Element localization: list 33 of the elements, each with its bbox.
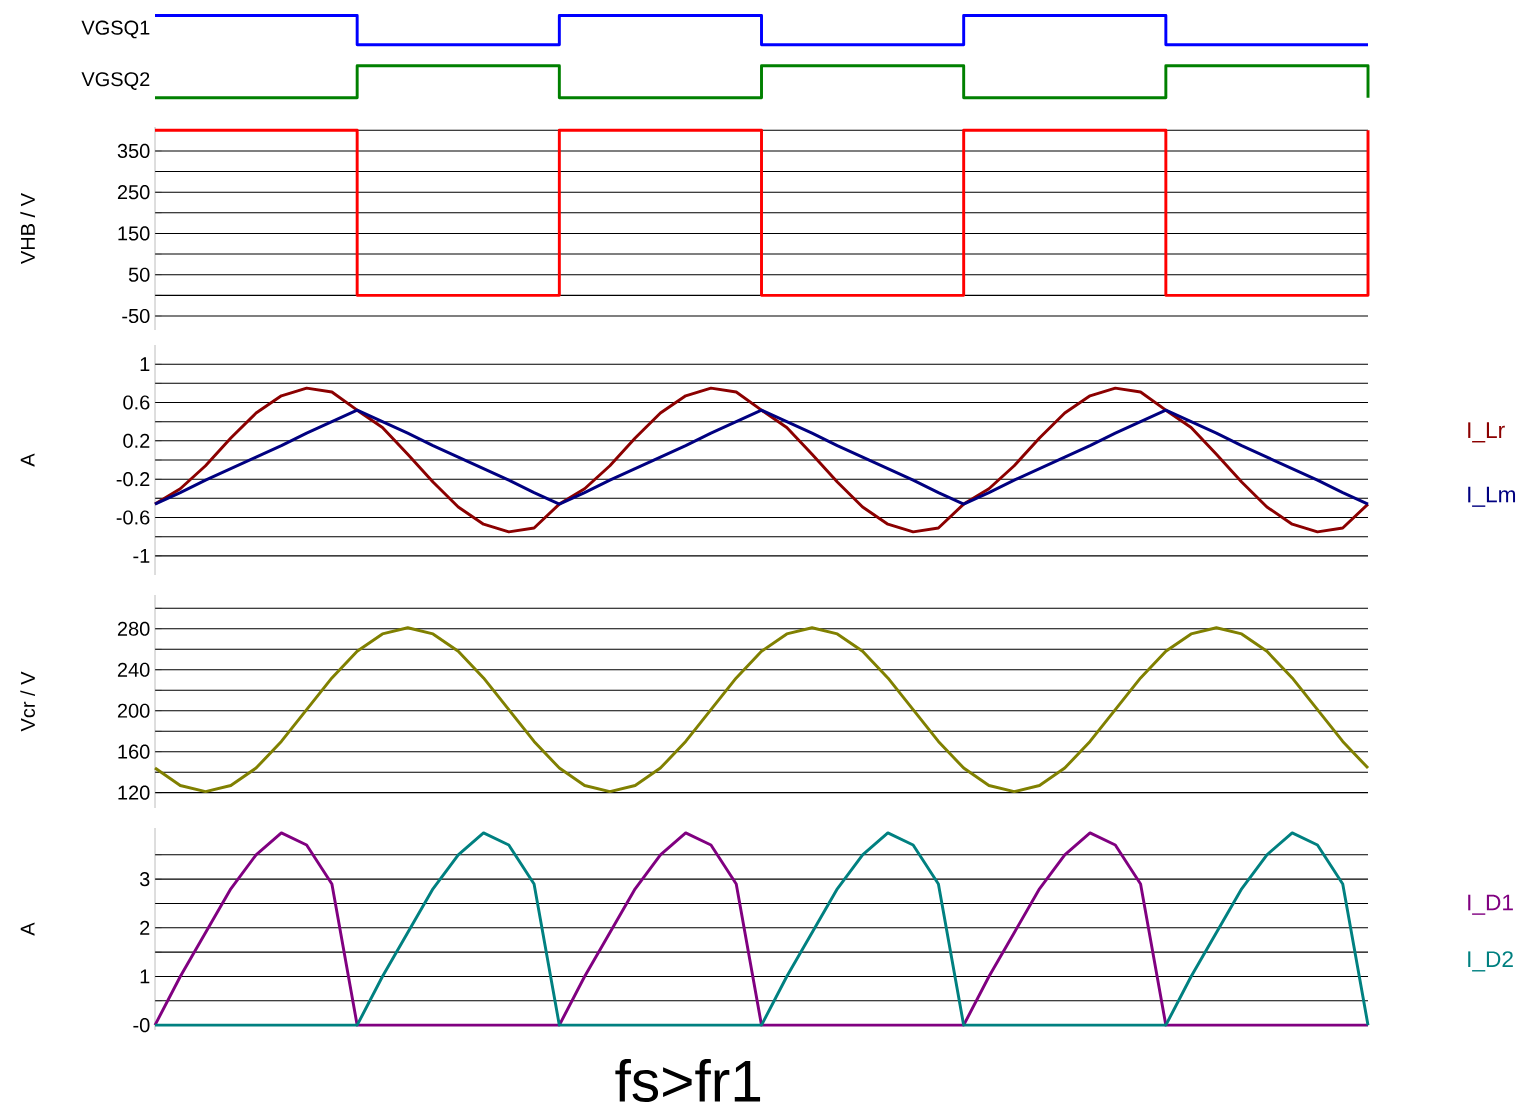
text: I_D1 [1468, 894, 1513, 915]
y-tick-label: -0.6 [116, 510, 150, 525]
y-tick-label: 280 [117, 621, 150, 636]
y-tick-label: 200 [117, 703, 150, 718]
text: I_Lm [1468, 486, 1516, 507]
y-tick-label: -50 [122, 308, 150, 324]
y-tick-label: 2 [140, 920, 150, 935]
line-series [153, 626, 1370, 794]
y-tick-label: 240 [117, 662, 150, 677]
text: I_D2 [1468, 951, 1513, 972]
y-axis-title: A [20, 922, 35, 936]
y-tick-label: 1 [140, 969, 150, 984]
y-axis-title: VGSQ1 [81, 20, 150, 39]
y-tick-label: -0.2 [116, 472, 150, 487]
y-tick-label: -1 [133, 548, 150, 563]
y-axis-title: A [20, 453, 35, 467]
line-series [153, 386, 1370, 534]
text: I_Lr [1468, 422, 1505, 443]
y-tick-label: 160 [118, 744, 150, 759]
y-axis-title: VGSQ2 [81, 72, 150, 90]
y-tick-label: 250 [117, 185, 150, 200]
y-axis-title: VHB / V [20, 193, 35, 264]
y-tick-label: 3 [139, 872, 150, 887]
y-tick-label: -0 [133, 1018, 150, 1033]
text: fs>fr1 [615, 1059, 761, 1103]
y-tick-label: 1 [140, 357, 150, 372]
y-axis-title: Vcr / V [20, 671, 35, 732]
y-tick-label: 0.2 [123, 433, 150, 448]
y-tick-label: 50 [128, 267, 150, 282]
y-tick-label: 150 [118, 226, 150, 241]
y-tick-label: 120 [118, 785, 150, 800]
y-tick-label: 350 [117, 143, 150, 159]
y-tick-label: 0.6 [123, 395, 150, 410]
